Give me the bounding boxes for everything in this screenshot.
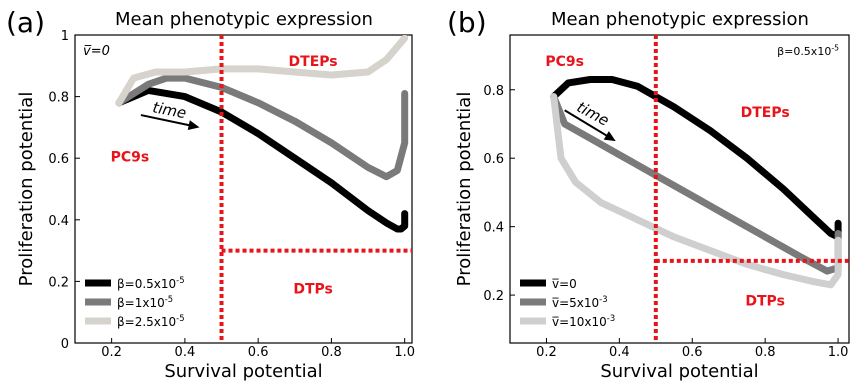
- region-label: PC9s: [545, 54, 584, 70]
- corner-label: v̅=0: [83, 44, 110, 59]
- legend-entry: β=0.5x10-5: [117, 275, 185, 291]
- region-label: PC9s: [111, 149, 150, 165]
- panel-label: (b): [447, 6, 487, 39]
- time-arrow-shaft: [140, 114, 192, 127]
- panel-label: (a): [6, 6, 45, 39]
- y-axis-label: Proliferation potential: [16, 92, 37, 287]
- y-tick-label: 0.6: [48, 152, 69, 167]
- time-arrow-shaft: [564, 109, 610, 138]
- time-arrow-head: [603, 131, 616, 142]
- x-tick-label: 0.8: [755, 345, 776, 360]
- region-label: DTPs: [293, 282, 333, 298]
- y-tick-label: 0.4: [48, 214, 69, 229]
- x-axis-label: Survival potential: [600, 361, 758, 382]
- x-tick-label: 1.0: [828, 345, 849, 360]
- x-axis-label: Survival potential: [164, 361, 322, 382]
- series-line-2: [115, 35, 409, 107]
- legend-entry: v̅=0: [552, 277, 577, 291]
- y-tick-label: 0.2: [48, 275, 69, 290]
- plot-frame: [74, 34, 413, 344]
- x-tick-label: 0.6: [248, 345, 269, 360]
- x-tick-label: 0.4: [175, 345, 196, 360]
- y-axis-label: Proliferation potential: [454, 92, 475, 287]
- y-tick-label: 0.2: [483, 289, 504, 304]
- x-tick-label: 0.4: [609, 345, 630, 360]
- legend-entry: v̅=5x10-3: [552, 294, 608, 310]
- region-label: DTPs: [745, 293, 785, 309]
- x-tick-label: 0.2: [101, 345, 122, 360]
- y-tick-label: 0: [61, 337, 69, 352]
- legend-entry: β=1x10-5: [117, 294, 173, 310]
- plot-frame: [509, 34, 850, 344]
- y-tick-label: 0.8: [48, 91, 69, 106]
- series-line-0: [115, 86, 409, 233]
- y-tick-label: 1: [61, 29, 69, 44]
- series-line-1: [550, 93, 842, 275]
- series-line-2: [550, 93, 842, 289]
- time-arrow-head: [187, 120, 200, 131]
- y-tick-label: 0.8: [483, 84, 504, 99]
- region-label: DTEPs: [289, 54, 338, 70]
- legend-entry: v̅=10x10-3: [552, 313, 616, 329]
- region-label: DTEPs: [741, 105, 790, 121]
- x-tick-label: 1.0: [394, 345, 415, 360]
- y-tick-label: 0.6: [483, 152, 504, 167]
- x-tick-label: 0.8: [321, 345, 342, 360]
- series-line-0: [550, 76, 842, 241]
- time-annotation: time: [574, 98, 612, 130]
- chart-title: Mean phenotypic expression: [115, 9, 373, 30]
- chart-title: Mean phenotypic expression: [551, 9, 809, 30]
- y-tick-label: 0.4: [483, 221, 504, 236]
- x-tick-label: 0.2: [536, 345, 557, 360]
- x-tick-label: 0.6: [682, 345, 703, 360]
- legend-entry: β=2.5x10-5: [117, 313, 185, 329]
- time-annotation: time: [151, 98, 188, 122]
- series-line-1: [115, 74, 409, 181]
- corner-label: β=0.5x10-5: [777, 44, 839, 58]
